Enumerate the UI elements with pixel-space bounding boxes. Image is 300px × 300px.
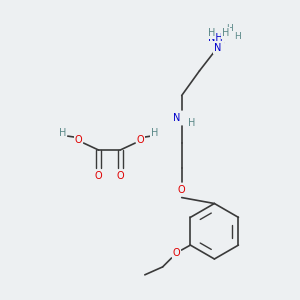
Text: NH: NH bbox=[208, 33, 223, 43]
Text: O: O bbox=[178, 184, 185, 195]
Text: H: H bbox=[226, 24, 232, 33]
Text: H: H bbox=[188, 118, 195, 128]
Text: H: H bbox=[222, 28, 229, 38]
Text: N: N bbox=[173, 113, 180, 123]
Text: H: H bbox=[234, 32, 241, 40]
Text: H: H bbox=[151, 128, 159, 138]
Text: H: H bbox=[59, 128, 67, 138]
Text: O: O bbox=[95, 171, 102, 181]
Text: H: H bbox=[208, 28, 215, 38]
Text: N: N bbox=[214, 43, 221, 53]
Text: O: O bbox=[173, 248, 180, 258]
Text: O: O bbox=[75, 135, 82, 145]
Text: O: O bbox=[136, 135, 144, 145]
Text: O: O bbox=[116, 171, 124, 181]
